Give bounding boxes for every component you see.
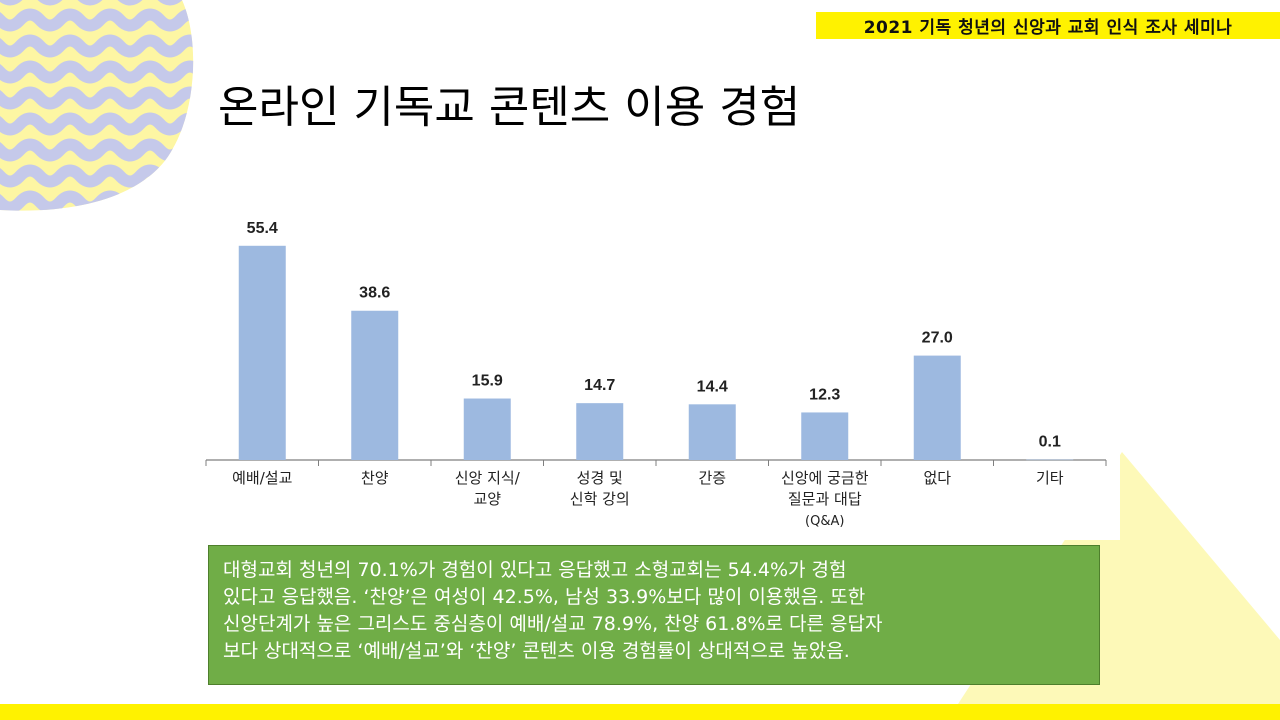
wave-stripe bbox=[0, 60, 194, 84]
category-label: 간증 bbox=[698, 469, 726, 487]
bar bbox=[238, 245, 286, 460]
data-label: 55.4 bbox=[247, 220, 278, 237]
category-label: 기타 bbox=[1036, 469, 1064, 487]
bar bbox=[801, 412, 849, 460]
summary-line-3: 신앙단계가 높은 그리스도 중심층이 예배/설교 78.9%, 찬양 61.8%… bbox=[223, 613, 883, 635]
category-label: 예배/설교 bbox=[232, 469, 292, 487]
data-label: 0.1 bbox=[1039, 434, 1061, 451]
data-label: 38.6 bbox=[359, 285, 390, 302]
wave-stripe bbox=[0, 8, 194, 32]
wave-stripe bbox=[0, 164, 194, 188]
category-label: 신앙 지식/교양 bbox=[455, 469, 521, 508]
category-label-line: 찬양 bbox=[361, 469, 389, 487]
category-label-line: 신앙에 궁금한 bbox=[781, 469, 869, 487]
category-label-line: 없다 bbox=[923, 469, 951, 487]
wave-stripe bbox=[0, 34, 194, 58]
page-title: 온라인 기독교 콘텐츠 이용 경험 bbox=[218, 82, 801, 133]
category-label-line: (Q&A) bbox=[805, 514, 844, 529]
bar bbox=[351, 310, 399, 460]
category-label-line: 교양 bbox=[473, 490, 501, 508]
wave-stripe bbox=[0, 112, 194, 136]
wave-stripe bbox=[0, 86, 194, 110]
summary-line-1: 대형교회 청년의 70.1%가 경험이 있다고 응답했고 소형교회는 54.4%… bbox=[223, 559, 847, 581]
data-label: 14.7 bbox=[584, 377, 615, 394]
category-label: 찬양 bbox=[361, 469, 389, 487]
category-label-line: 기타 bbox=[1036, 469, 1064, 487]
category-label-line: 예배/설교 bbox=[232, 469, 292, 487]
category-label-line: 신앙 지식/ bbox=[455, 469, 521, 487]
summary-line-4: 보다 상대적으로 ‘예배/설교’와 ‘찬양’ 콘텐츠 이용 경험률이 상대적으로… bbox=[223, 640, 850, 662]
decorative-wave-blob bbox=[0, 0, 194, 211]
data-label: 27.0 bbox=[922, 330, 953, 347]
category-label-line: 질문과 대답 bbox=[788, 490, 862, 508]
bar bbox=[576, 403, 624, 460]
data-label: 15.9 bbox=[472, 373, 503, 390]
data-label: 12.3 bbox=[809, 386, 840, 403]
bar bbox=[688, 404, 736, 460]
category-label-line: 간증 bbox=[698, 469, 726, 487]
seminar-banner: 2021 기독 청년의 신앙과 교회 인식 조사 세미나 bbox=[816, 12, 1280, 39]
data-label: 14.4 bbox=[697, 378, 728, 395]
bar bbox=[463, 398, 511, 460]
bar bbox=[913, 355, 961, 460]
category-label: 없다 bbox=[923, 469, 951, 487]
wave-stripe bbox=[0, 190, 194, 211]
bar bbox=[1026, 459, 1074, 461]
summary-box: 대형교회 청년의 70.1%가 경험이 있다고 응답했고 소형교회는 54.4%… bbox=[208, 545, 1100, 685]
category-label-line: 신학 강의 bbox=[570, 490, 630, 508]
summary-line-2: 있다고 응답했음. ‘찬양’은 여성이 42.5%, 남성 33.9%보다 많이… bbox=[223, 586, 866, 608]
wave-stripe bbox=[0, 138, 194, 162]
bottom-accent-bar bbox=[0, 704, 1280, 720]
category-label-line: 성경 및 bbox=[577, 469, 623, 487]
